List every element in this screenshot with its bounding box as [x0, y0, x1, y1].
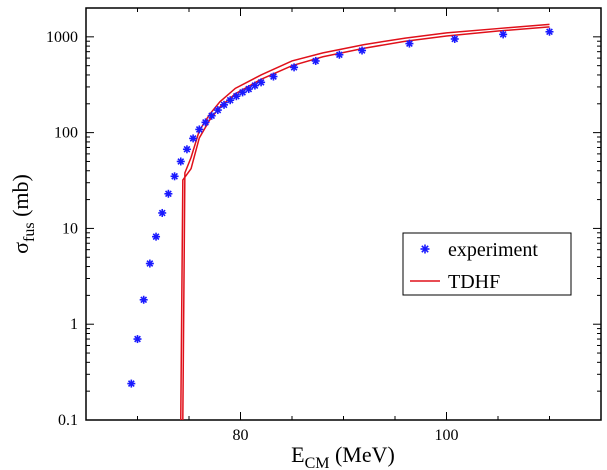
y-tick-label: 0.1	[58, 412, 78, 429]
experiment-point	[139, 295, 148, 304]
asterisk-stroke	[140, 296, 148, 304]
asterisk-stroke	[358, 47, 366, 54]
asterisk-stroke	[208, 112, 216, 120]
x-tick-label: 80	[233, 427, 249, 444]
experiment-point	[244, 85, 253, 94]
asterisk-stroke	[290, 63, 298, 71]
y-tick-label: 100	[54, 125, 78, 142]
experiment-point	[269, 72, 278, 81]
y-tick-label: 1	[70, 316, 78, 333]
asterisk-stroke	[251, 82, 259, 89]
experiment-point	[201, 118, 210, 127]
experiment-point	[164, 189, 173, 198]
axis-ticks	[85, 7, 602, 421]
experiment-point	[499, 30, 508, 39]
asterisk-stroke	[165, 190, 172, 198]
asterisk-stroke	[239, 89, 246, 96]
experiment-point	[189, 134, 198, 143]
experiment-point	[232, 92, 241, 101]
asterisk-stroke	[220, 101, 228, 109]
experiment-point	[213, 106, 222, 115]
asterisk-stroke	[214, 106, 222, 114]
experiment-point	[545, 27, 554, 36]
legend-experiment-marker	[420, 244, 430, 254]
asterisk-stroke	[232, 92, 240, 100]
experiment-point	[195, 125, 204, 134]
experiment-point	[450, 34, 459, 43]
asterisk-stroke	[421, 245, 429, 253]
experiment-point	[335, 50, 344, 59]
asterisk-stroke	[146, 260, 154, 267]
asterisk-stroke	[451, 35, 459, 43]
asterisk-stroke	[406, 40, 413, 47]
experiment-point	[176, 157, 185, 166]
experiment-point	[207, 111, 216, 120]
legend-tdhf-label: TDHF	[448, 271, 500, 293]
asterisk-stroke	[171, 172, 178, 180]
series-layer	[127, 23, 554, 420]
legend-box	[402, 232, 572, 296]
asterisk-stroke	[195, 126, 203, 133]
asterisk-stroke	[134, 335, 141, 343]
y-tick-label: 10	[62, 220, 78, 237]
asterisk-stroke	[226, 96, 234, 104]
experiment-point	[311, 56, 320, 65]
tdhf-upper-line	[182, 23, 550, 420]
asterisk-stroke	[546, 28, 553, 36]
asterisk-stroke	[270, 73, 277, 80]
y-axis-label: σfus (mb)	[8, 174, 38, 254]
asterisk-stroke	[245, 85, 253, 93]
experiment-point	[145, 259, 154, 268]
y-tick-label: 1000	[46, 29, 78, 46]
experiment-point	[158, 208, 167, 217]
asterisk-stroke	[202, 118, 209, 126]
experiment-point	[220, 100, 229, 109]
x-axis-label: ECM (MeV)	[291, 442, 395, 470]
tick-labels: 80 100 0.1 1 10 100 1000	[46, 29, 459, 444]
experiment-point	[226, 96, 235, 105]
experiment-point	[238, 88, 247, 97]
experiment-point	[250, 81, 259, 90]
asterisk-stroke	[189, 135, 197, 142]
legend-asterisk	[420, 244, 430, 254]
x-tick-label: 100	[435, 427, 459, 444]
experiment-point	[182, 145, 191, 154]
asterisk-stroke	[183, 145, 191, 153]
experiment-point	[152, 232, 161, 241]
asterisk-stroke	[335, 51, 343, 59]
legend: experiment TDHF	[402, 232, 572, 296]
experiment-point	[127, 379, 136, 388]
experiment-point	[257, 78, 266, 87]
asterisk-stroke	[127, 380, 135, 387]
tdhf-lower-line	[180, 26, 550, 420]
asterisk-stroke	[312, 57, 320, 65]
experiment-point	[170, 172, 179, 181]
asterisk-stroke	[499, 31, 507, 38]
asterisk-stroke	[177, 158, 185, 165]
experiment-point	[358, 46, 367, 55]
asterisk-stroke	[158, 209, 166, 217]
experiment-point	[290, 63, 299, 72]
asterisk-stroke	[152, 233, 160, 241]
experiment-point	[405, 39, 414, 48]
asterisk-stroke	[257, 78, 265, 86]
legend-experiment-label: experiment	[448, 239, 538, 261]
experiment-point	[133, 335, 142, 344]
